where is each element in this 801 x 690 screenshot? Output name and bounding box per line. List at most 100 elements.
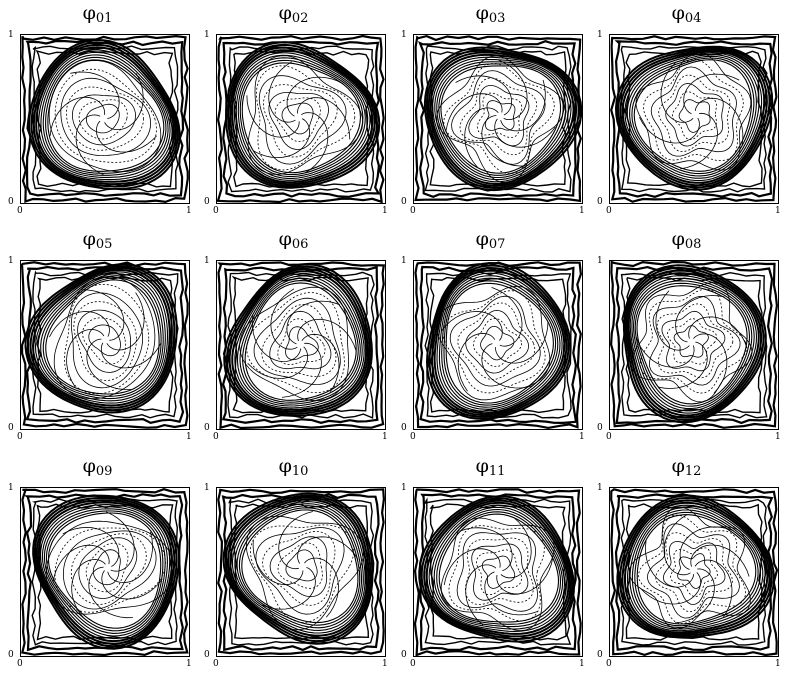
x-axis-min-tick: 0 <box>17 432 23 442</box>
contour-svg <box>609 34 779 204</box>
panel-title-subscript: 06 <box>291 237 309 252</box>
panel-title-subscript: 11 <box>488 464 506 479</box>
contour-plot <box>216 260 386 430</box>
panel-title: φ12 <box>594 455 779 480</box>
panel-title-symbol: φ <box>671 455 685 477</box>
contour-plot <box>216 487 386 657</box>
mode-panel: φ10 1 0 0 1 <box>201 455 388 670</box>
panel-title-subscript: 12 <box>684 464 702 479</box>
panel-title-subscript: 04 <box>684 11 702 26</box>
x-axis-max-tick: 1 <box>775 206 781 216</box>
panel-title-symbol: φ <box>82 2 96 24</box>
mode-panel: φ05 1 0 0 1 <box>5 228 192 443</box>
x-axis-max-tick: 1 <box>186 659 192 669</box>
y-axis-min-tick: 0 <box>204 423 210 433</box>
panel-title-symbol: φ <box>671 2 685 24</box>
x-axis-min-tick: 0 <box>410 432 416 442</box>
panel-title-subscript: 02 <box>291 11 309 26</box>
contour-plot <box>609 487 779 657</box>
x-axis-max-tick: 1 <box>382 206 388 216</box>
contour-lines <box>217 261 386 430</box>
contour-plot <box>609 260 779 430</box>
x-axis-min-tick: 0 <box>606 432 612 442</box>
panel-title-symbol: φ <box>475 2 489 24</box>
x-axis-max-tick: 1 <box>775 432 781 442</box>
panel-title-symbol: φ <box>82 228 96 250</box>
contour-lines <box>609 260 779 429</box>
contour-plot <box>413 34 583 204</box>
y-axis-max-tick: 1 <box>597 30 603 40</box>
y-axis-min-tick: 0 <box>401 197 407 207</box>
panel-title: φ04 <box>594 2 779 27</box>
y-axis-max-tick: 1 <box>401 256 407 266</box>
x-axis-max-tick: 1 <box>775 659 781 669</box>
mode-panel: φ03 1 0 0 1 <box>398 2 585 217</box>
x-axis-max-tick: 1 <box>186 432 192 442</box>
panel-title-symbol: φ <box>278 2 292 24</box>
mode-panel: φ04 1 0 0 1 <box>594 2 781 217</box>
contour-lines <box>217 488 386 656</box>
panel-title-subscript: 03 <box>488 11 506 26</box>
x-axis-max-tick: 1 <box>579 659 585 669</box>
contour-plot <box>609 34 779 204</box>
contour-svg <box>216 34 386 204</box>
panel-title: φ01 <box>5 2 190 27</box>
y-axis-max-tick: 1 <box>204 256 210 266</box>
mode-panel: φ02 1 0 0 1 <box>201 2 388 217</box>
x-axis-min-tick: 0 <box>606 206 612 216</box>
panel-title: φ11 <box>398 455 583 480</box>
x-axis-min-tick: 0 <box>213 206 219 216</box>
panel-title: φ07 <box>398 228 583 253</box>
y-axis-max-tick: 1 <box>8 483 14 493</box>
contour-plot <box>216 34 386 204</box>
contour-svg <box>609 487 779 657</box>
panel-title: φ03 <box>398 2 583 27</box>
y-axis-min-tick: 0 <box>204 650 210 660</box>
contour-lines <box>216 34 385 204</box>
y-axis-min-tick: 0 <box>204 197 210 207</box>
y-axis-min-tick: 0 <box>597 197 603 207</box>
contour-svg <box>413 34 583 204</box>
x-axis-min-tick: 0 <box>410 206 416 216</box>
panel-title-symbol: φ <box>671 228 685 250</box>
y-axis-max-tick: 1 <box>401 30 407 40</box>
panel-title-subscript: 09 <box>95 464 113 479</box>
x-axis-max-tick: 1 <box>579 206 585 216</box>
contour-plot <box>20 34 190 204</box>
contour-lines <box>20 261 189 429</box>
contour-plot <box>20 260 190 430</box>
mode-panel: φ06 1 0 0 1 <box>201 228 388 443</box>
panel-title-subscript: 10 <box>291 464 309 479</box>
contour-lines <box>20 488 189 657</box>
panel-title: φ06 <box>201 228 386 253</box>
x-axis-min-tick: 0 <box>410 659 416 669</box>
contour-plot <box>413 260 583 430</box>
contour-svg <box>609 260 779 430</box>
contour-svg <box>20 487 190 657</box>
contour-lines <box>414 34 583 203</box>
x-axis-min-tick: 0 <box>606 659 612 669</box>
y-axis-max-tick: 1 <box>204 30 210 40</box>
y-axis-min-tick: 0 <box>597 650 603 660</box>
x-axis-min-tick: 0 <box>213 432 219 442</box>
x-axis-max-tick: 1 <box>579 432 585 442</box>
panel-title-subscript: 08 <box>684 237 702 252</box>
y-axis-min-tick: 0 <box>8 650 14 660</box>
contour-svg <box>20 34 190 204</box>
y-axis-min-tick: 0 <box>401 423 407 433</box>
panel-title-symbol: φ <box>475 455 489 477</box>
panel-title-symbol: φ <box>278 228 292 250</box>
contour-svg <box>413 260 583 430</box>
panel-title-subscript: 01 <box>95 11 113 26</box>
contour-plot <box>20 487 190 657</box>
contour-lines <box>414 261 583 430</box>
panel-title: φ02 <box>201 2 386 27</box>
x-axis-max-tick: 1 <box>382 659 388 669</box>
contour-svg <box>216 487 386 657</box>
mode-panel: φ11 1 0 0 1 <box>398 455 585 670</box>
y-axis-max-tick: 1 <box>597 256 603 266</box>
mode-panel: φ08 1 0 0 1 <box>594 228 781 443</box>
panel-title-symbol: φ <box>82 455 96 477</box>
y-axis-max-tick: 1 <box>8 256 14 266</box>
y-axis-max-tick: 1 <box>8 30 14 40</box>
